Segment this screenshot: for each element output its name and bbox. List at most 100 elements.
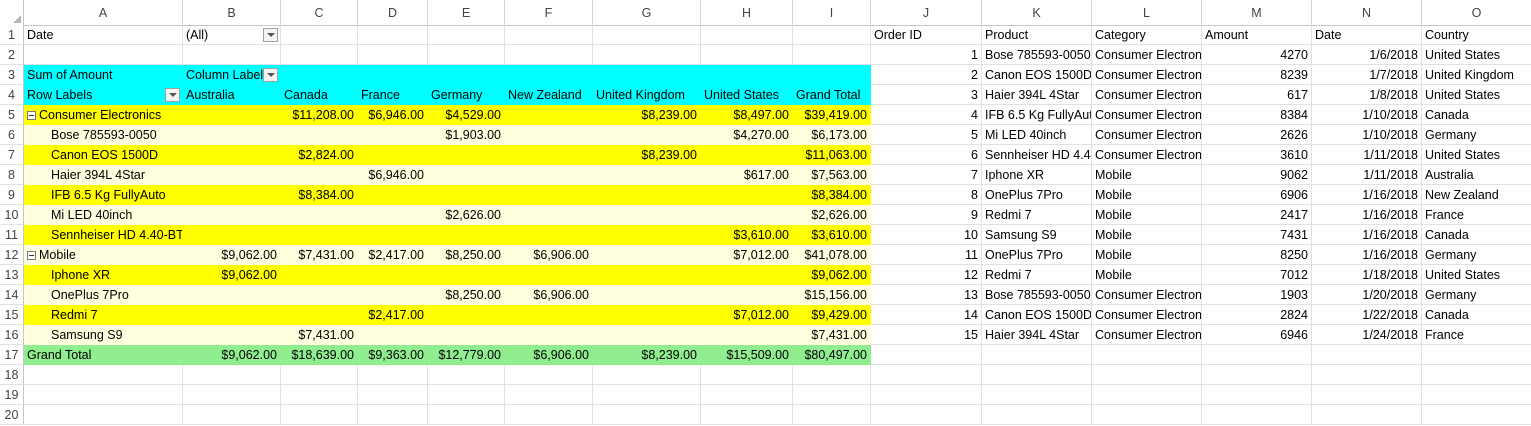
column-header-j[interactable]: J (871, 0, 982, 25)
cell-d10[interactable] (358, 205, 428, 225)
cell-d13[interactable] (358, 265, 428, 285)
cell-o16[interactable]: France (1422, 325, 1531, 345)
cell-i19[interactable] (793, 385, 871, 405)
cell-k1[interactable]: Product (982, 25, 1092, 45)
cell-g5[interactable]: $8,239.00 (593, 105, 701, 125)
cell-o20[interactable] (1422, 405, 1531, 425)
cell-h14[interactable] (701, 285, 793, 305)
cell-h20[interactable] (701, 405, 793, 425)
cell-o9[interactable]: New Zealand (1422, 185, 1531, 205)
cell-c13[interactable] (281, 265, 358, 285)
cell-h7[interactable] (701, 145, 793, 165)
cell-m3[interactable]: 8239 (1202, 65, 1312, 85)
cell-m10[interactable]: 2417 (1202, 205, 1312, 225)
cell-k7[interactable]: Sennheiser HD 4.40-BT (982, 145, 1092, 165)
cell-o12[interactable]: Germany (1422, 245, 1531, 265)
cell-e4[interactable]: Germany (428, 85, 505, 105)
cell-h5[interactable]: $8,497.00 (701, 105, 793, 125)
cell-n18[interactable] (1312, 365, 1422, 385)
cell-l13[interactable]: Mobile (1092, 265, 1202, 285)
cell-m12[interactable]: 8250 (1202, 245, 1312, 265)
cell-b7[interactable] (183, 145, 281, 165)
cell-l12[interactable]: Mobile (1092, 245, 1202, 265)
cell-n7[interactable]: 1/11/2018 (1312, 145, 1422, 165)
cell-f14[interactable]: $6,906.00 (505, 285, 593, 305)
cell-m2[interactable]: 4270 (1202, 45, 1312, 65)
cell-i20[interactable] (793, 405, 871, 425)
cell-n20[interactable] (1312, 405, 1422, 425)
cell-b9[interactable] (183, 185, 281, 205)
cell-o15[interactable]: Canada (1422, 305, 1531, 325)
cell-e11[interactable] (428, 225, 505, 245)
cell-k16[interactable]: Haier 394L 4Star (982, 325, 1092, 345)
cell-m19[interactable] (1202, 385, 1312, 405)
cell-k4[interactable]: Haier 394L 4Star (982, 85, 1092, 105)
cell-d15[interactable]: $2,417.00 (358, 305, 428, 325)
cell-i4[interactable]: Grand Total (793, 85, 871, 105)
cell-k3[interactable]: Canon EOS 1500D (982, 65, 1092, 85)
cell-j14[interactable]: 13 (871, 285, 982, 305)
row-header[interactable]: 4 (0, 85, 24, 105)
cell-o4[interactable]: United States (1422, 85, 1531, 105)
cell-j2[interactable]: 1 (871, 45, 982, 65)
cell-c14[interactable] (281, 285, 358, 305)
cell-o6[interactable]: Germany (1422, 125, 1531, 145)
cell-m17[interactable] (1202, 345, 1312, 365)
cell-n15[interactable]: 1/22/2018 (1312, 305, 1422, 325)
cell-c6[interactable] (281, 125, 358, 145)
cell-g10[interactable] (593, 205, 701, 225)
cell-e1[interactable] (428, 25, 505, 45)
cell-e6[interactable]: $1,903.00 (428, 125, 505, 145)
cell-m11[interactable]: 7431 (1202, 225, 1312, 245)
cell-i13[interactable]: $9,062.00 (793, 265, 871, 285)
cell-k11[interactable]: Samsung S9 (982, 225, 1092, 245)
cell-c16[interactable]: $7,431.00 (281, 325, 358, 345)
cell-g11[interactable] (593, 225, 701, 245)
cell-i18[interactable] (793, 365, 871, 385)
cell-n5[interactable]: 1/10/2018 (1312, 105, 1422, 125)
cell-e3[interactable] (428, 65, 505, 85)
cell-l19[interactable] (1092, 385, 1202, 405)
cell-a10[interactable]: Mi LED 40inch (24, 205, 183, 225)
cell-n17[interactable] (1312, 345, 1422, 365)
cell-l1[interactable]: Category (1092, 25, 1202, 45)
cell-h15[interactable]: $7,012.00 (701, 305, 793, 325)
cell-c10[interactable] (281, 205, 358, 225)
cell-l15[interactable]: Consumer Electronics (1092, 305, 1202, 325)
row-header[interactable]: 20 (0, 405, 24, 425)
cell-c19[interactable] (281, 385, 358, 405)
cell-h3[interactable] (701, 65, 793, 85)
cell-h1[interactable] (701, 25, 793, 45)
cell-e20[interactable] (428, 405, 505, 425)
cell-k8[interactable]: Iphone XR (982, 165, 1092, 185)
column-header-a[interactable]: A (24, 0, 183, 25)
cell-c2[interactable] (281, 45, 358, 65)
cell-f7[interactable] (505, 145, 593, 165)
cell-b20[interactable] (183, 405, 281, 425)
cell-b8[interactable] (183, 165, 281, 185)
cell-d2[interactable] (358, 45, 428, 65)
cell-j4[interactable]: 3 (871, 85, 982, 105)
cell-i11[interactable]: $3,610.00 (793, 225, 871, 245)
cell-a19[interactable] (24, 385, 183, 405)
cell-d14[interactable] (358, 285, 428, 305)
cell-a15[interactable]: Redmi 7 (24, 305, 183, 325)
cell-n1[interactable]: Date (1312, 25, 1422, 45)
cell-o7[interactable]: United States (1422, 145, 1531, 165)
cell-g17[interactable]: $8,239.00 (593, 345, 701, 365)
cell-m1[interactable]: Amount (1202, 25, 1312, 45)
cell-h4[interactable]: United States (701, 85, 793, 105)
cell-k19[interactable] (982, 385, 1092, 405)
cell-d11[interactable] (358, 225, 428, 245)
cell-n2[interactable]: 1/6/2018 (1312, 45, 1422, 65)
filter-dropdown-icon[interactable] (263, 28, 278, 42)
cell-j19[interactable] (871, 385, 982, 405)
cell-a17[interactable]: Grand Total (24, 345, 183, 365)
cell-c9[interactable]: $8,384.00 (281, 185, 358, 205)
row-header[interactable]: 19 (0, 385, 24, 405)
row-header[interactable]: 18 (0, 365, 24, 385)
cell-e19[interactable] (428, 385, 505, 405)
cell-c12[interactable]: $7,431.00 (281, 245, 358, 265)
cell-j16[interactable]: 15 (871, 325, 982, 345)
row-header[interactable]: 1 (0, 25, 24, 45)
